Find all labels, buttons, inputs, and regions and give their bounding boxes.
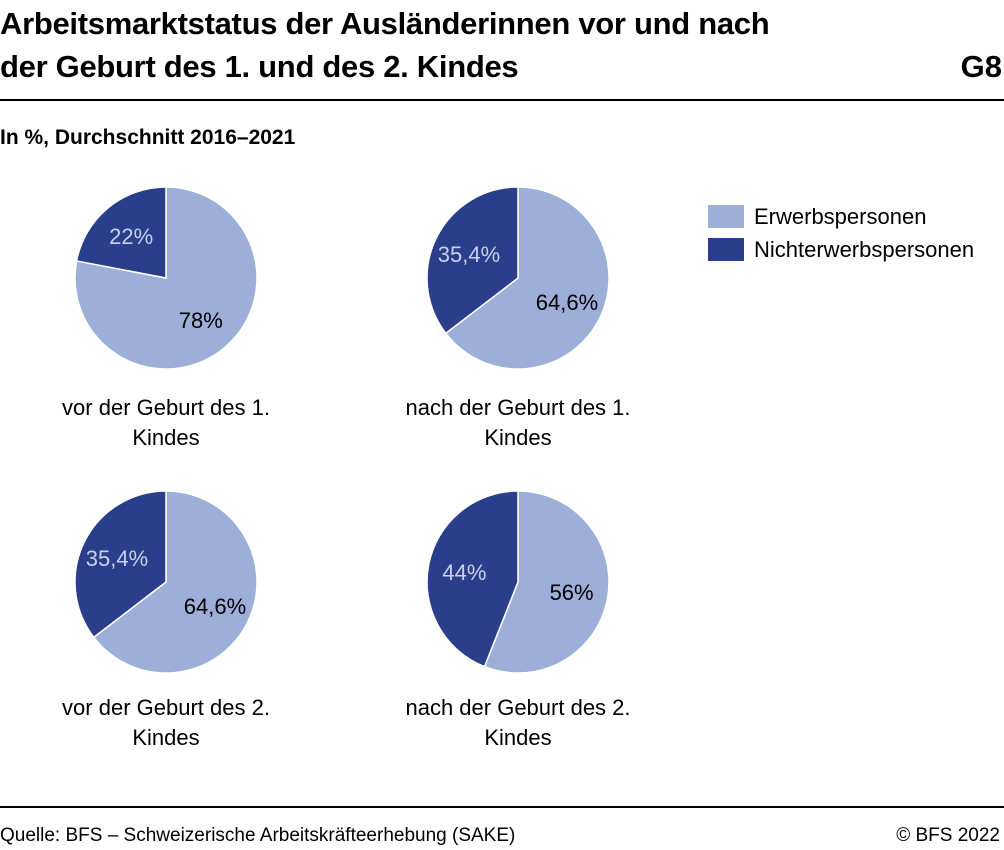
pie-chart-vor-2: 64,6% 35,4% vor der Geburt des 2. Kindes [62, 490, 270, 750]
pie-slice-nichterwerbspersonen [75, 186, 167, 279]
pie-caption-line: vor der Geburt des 1. [62, 395, 270, 420]
slice-data-label: 22% [109, 224, 153, 249]
pie-slice-erwerbspersonen [483, 490, 610, 674]
slice-data-label: 78% [179, 308, 223, 333]
pie-caption-line: nach der Geburt des 2. [405, 695, 630, 720]
pie-slice-erwerbspersonen [444, 186, 610, 370]
slice-data-label: 64,6% [184, 594, 246, 619]
chart-subtitle: In %, Durchschnitt 2016–2021 [0, 126, 296, 149]
pie-slice-nichterwerbspersonen [426, 186, 519, 335]
pie-caption-line: Kindes [132, 725, 199, 750]
pie-caption-line: nach der Geburt des 1. [405, 395, 630, 420]
pie-slice-erwerbspersonen [74, 186, 258, 370]
slice-data-label: 64,6% [536, 290, 598, 315]
legend-swatch-nichterwerbspersonen [708, 238, 744, 261]
chart-title-line-2: der Geburt des 1. und des 2. Kindes [0, 49, 519, 84]
slice-data-label: 44% [442, 560, 486, 585]
header-rule [0, 99, 1004, 101]
pie-slice-erwerbspersonen [92, 490, 258, 674]
slice-data-label: 35,4% [438, 242, 500, 267]
pie-charts-canvas: 78% 22% vor der Geburt des 1. Kindes 64,6% 35… [62, 186, 631, 750]
legend-item-nichterwerbspersonen: Nichterwerbspersonen [708, 233, 974, 266]
pie-chart-nach-1: 64,6% 35,4% nach der Geburt des 1. Kindes [405, 186, 631, 450]
legend: Erwerbspersonen Nichterwerbspersonen [708, 200, 974, 266]
legend-label-erwerbspersonen: Erwerbspersonen [754, 203, 927, 229]
slice-data-label: 35,4% [86, 546, 148, 571]
legend-item-erwerbspersonen: Erwerbspersonen [708, 200, 974, 233]
pie-caption-line: Kindes [484, 725, 551, 750]
pie-slice-nichterwerbspersonen [426, 490, 519, 668]
pie-caption-line: Kindes [132, 425, 199, 450]
legend-swatch-erwerbspersonen [708, 205, 744, 228]
footer-rule [0, 806, 1004, 808]
pie-slice-nichterwerbspersonen [74, 490, 167, 639]
copyright-note: © BFS 2022 [896, 825, 1000, 846]
chart-title: Arbeitsmarktstatus der Ausländerinnen vo… [0, 2, 920, 88]
pie-chart-nach-2: 56% 44% nach der Geburt des 2. Kindes [405, 490, 631, 750]
legend-label-nichterwerbspersonen: Nichterwerbspersonen [754, 236, 975, 262]
pie-chart-vor-1: 78% 22% vor der Geburt des 1. Kindes [62, 186, 270, 450]
figure-id: G8 [960, 49, 1002, 84]
slice-data-label: 56% [550, 580, 594, 605]
source-note: Quelle: BFS – Schweizerische Arbeitskräf… [0, 825, 516, 846]
pie-caption-line: vor der Geburt des 2. [62, 695, 270, 720]
pie-caption-line: Kindes [484, 425, 551, 450]
chart-title-line-1: Arbeitsmarktstatus der Ausländerinnen vo… [0, 6, 770, 41]
